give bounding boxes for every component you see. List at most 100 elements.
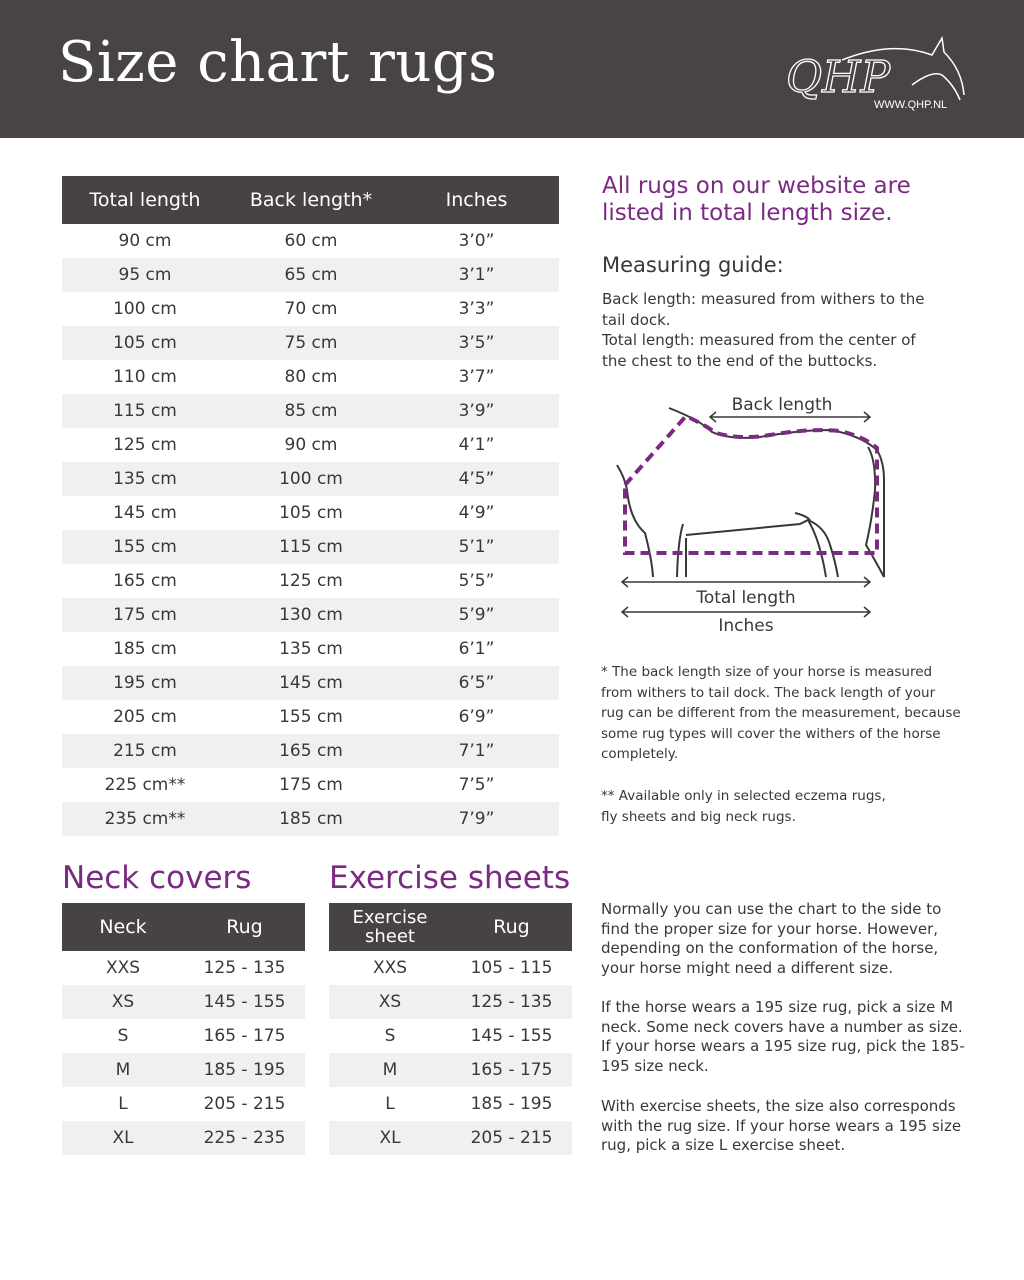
table-row: 110 cm 80 cm 3’7” — [62, 360, 559, 394]
footnote-back-length: * The back length size of your horse is … — [601, 664, 961, 762]
table-cell: 6’9” — [458, 707, 495, 727]
table-cell: 185 - 195 — [184, 1053, 305, 1087]
exercise-sheets-title: Exercise sheets — [329, 860, 571, 896]
table-cell: 75 cm — [228, 326, 394, 360]
total-length-label: Total length — [695, 588, 795, 608]
advice-general: Normally you can use the chart to the si… — [601, 900, 942, 977]
logo-url: WWW.QHP.NL — [874, 99, 947, 111]
table-cell: 6’1” — [458, 639, 495, 659]
table-cell: 5’5” — [458, 571, 495, 591]
table-cell: M — [62, 1053, 184, 1087]
table-cell: 105 cm — [62, 326, 228, 360]
table-cell: 195 cm — [62, 666, 228, 700]
table-cell: 155 cm — [62, 530, 228, 564]
table-cell: M — [329, 1053, 451, 1087]
col-rug: Rug — [451, 903, 572, 951]
table-row: XS 145 - 155 — [62, 985, 305, 1019]
table-cell: 205 - 215 — [203, 1094, 286, 1114]
table-cell: 175 cm — [279, 775, 343, 795]
table-row: L 205 - 215 — [62, 1087, 305, 1121]
svg-text:QHP: QHP — [786, 52, 891, 103]
table-cell: 185 - 195 — [470, 1094, 553, 1114]
table-cell: 145 - 155 — [184, 985, 305, 1019]
table-cell: XXS — [372, 958, 408, 978]
table-row: 145 cm 105 cm 4’9” — [62, 496, 559, 530]
rug-dashed-outline — [623, 413, 879, 555]
table-cell: XXS — [105, 958, 141, 978]
table-cell: 215 cm — [62, 734, 228, 768]
table-cell: 3’3” — [458, 299, 495, 319]
table-row: 155 cm 115 cm 5’1” — [62, 530, 559, 564]
table-cell: 70 cm — [284, 299, 338, 319]
table-cell: 110 cm — [113, 367, 177, 387]
table-row: 195 cm 145 cm 6’5” — [62, 666, 559, 700]
table-row: 135 cm 100 cm 4’5” — [62, 462, 559, 496]
table-cell: 130 cm — [228, 598, 394, 632]
table-row: 235 cm** 185 cm 7’9” — [62, 802, 559, 836]
table-cell: 3’1” — [394, 258, 559, 292]
table-cell: 4’9” — [458, 503, 495, 523]
table-cell: 90 cm — [284, 435, 338, 455]
header-banner: Size chart rugs QHP WWW.QHP.NL — [0, 0, 1024, 138]
guide-total-length: Total length: measured from the center o… — [602, 331, 916, 370]
footnote-availability: ** Available only in selected eczema rug… — [601, 788, 886, 825]
table-cell: 3’0” — [458, 231, 495, 251]
table-row: 215 cm 165 cm 7’1” — [62, 734, 559, 768]
table-cell: 165 cm — [113, 571, 177, 591]
table-cell: 145 cm — [228, 666, 394, 700]
table-row: 115 cm 85 cm 3’9” — [62, 394, 559, 428]
neck-covers-table: Neck Rug XXS 125 - 135 XS 145 - 155 S 165 - 1… — [62, 903, 305, 1155]
table-cell: 185 cm — [228, 802, 394, 836]
table-cell: 205 cm — [113, 707, 177, 727]
guide-back-length: Back length: measured from withers to th… — [602, 290, 925, 329]
table-row: 175 cm 130 cm 5’9” — [62, 598, 559, 632]
table-row: M 185 - 195 — [62, 1053, 305, 1087]
col-rug: Rug — [184, 903, 305, 951]
table-row: 205 cm 155 cm 6’9” — [62, 700, 559, 734]
table-cell: 6’5” — [394, 666, 559, 700]
table-cell: 7’5” — [458, 775, 495, 795]
table-row: 95 cm 65 cm 3’1” — [62, 258, 559, 292]
table-cell: 95 cm — [62, 258, 228, 292]
advice-exercise: With exercise sheets, the size also corr… — [601, 1097, 962, 1154]
back-length-arrow — [708, 411, 872, 423]
table-row: XL 205 - 215 — [329, 1121, 572, 1155]
table-cell: 100 cm — [113, 299, 177, 319]
table-cell: 175 cm — [62, 598, 228, 632]
col-back-length: Back length* — [228, 176, 394, 224]
table-cell: 125 cm — [279, 571, 343, 591]
table-row: 165 cm 125 cm 5’5” — [62, 564, 559, 598]
table-cell: 4’5” — [394, 462, 559, 496]
advice-neck: If the horse wears a 195 size rug, pick … — [601, 998, 965, 1075]
table-cell: 7’1” — [394, 734, 559, 768]
total-length-arrow — [620, 576, 872, 588]
table-cell: XL — [62, 1121, 184, 1155]
exercise-sheets-table: Exercise sheet Rug XXS 105 - 115 XS 125 - 1… — [329, 903, 572, 1155]
table-cell: 3’7” — [458, 367, 495, 387]
table-row: XL 225 - 235 — [62, 1121, 305, 1155]
table-cell: XS — [329, 985, 451, 1019]
inches-arrow — [620, 606, 872, 618]
table-cell: XL — [329, 1121, 451, 1155]
col-neck: Neck — [62, 903, 184, 951]
table-cell: L — [118, 1094, 128, 1114]
table-cell: XS — [62, 985, 184, 1019]
table-cell: 3’5” — [394, 326, 559, 360]
intro-text: All rugs on our website are listed in to… — [602, 173, 911, 226]
table-cell: 115 cm — [62, 394, 228, 428]
table-cell: 105 - 115 — [470, 958, 553, 978]
table-cell: 165 - 175 — [451, 1053, 572, 1087]
table-row: S 145 - 155 — [329, 1019, 572, 1053]
table-cell: 65 cm — [228, 258, 394, 292]
col-exercise-sheet: Exercise sheet — [329, 903, 451, 951]
inches-label: Inches — [718, 616, 773, 636]
table-cell: 5’1” — [394, 530, 559, 564]
table-cell: 165 - 175 — [203, 1026, 286, 1046]
table-cell: 90 cm — [118, 231, 172, 251]
table-cell: 5’9” — [394, 598, 559, 632]
col-inches: Inches — [394, 176, 559, 224]
table-row: 90 cm 60 cm 3’0” — [62, 224, 559, 258]
table-row: XXS 125 - 135 — [62, 951, 305, 985]
table-cell: 135 cm — [62, 462, 228, 496]
table-cell: 80 cm — [284, 367, 338, 387]
